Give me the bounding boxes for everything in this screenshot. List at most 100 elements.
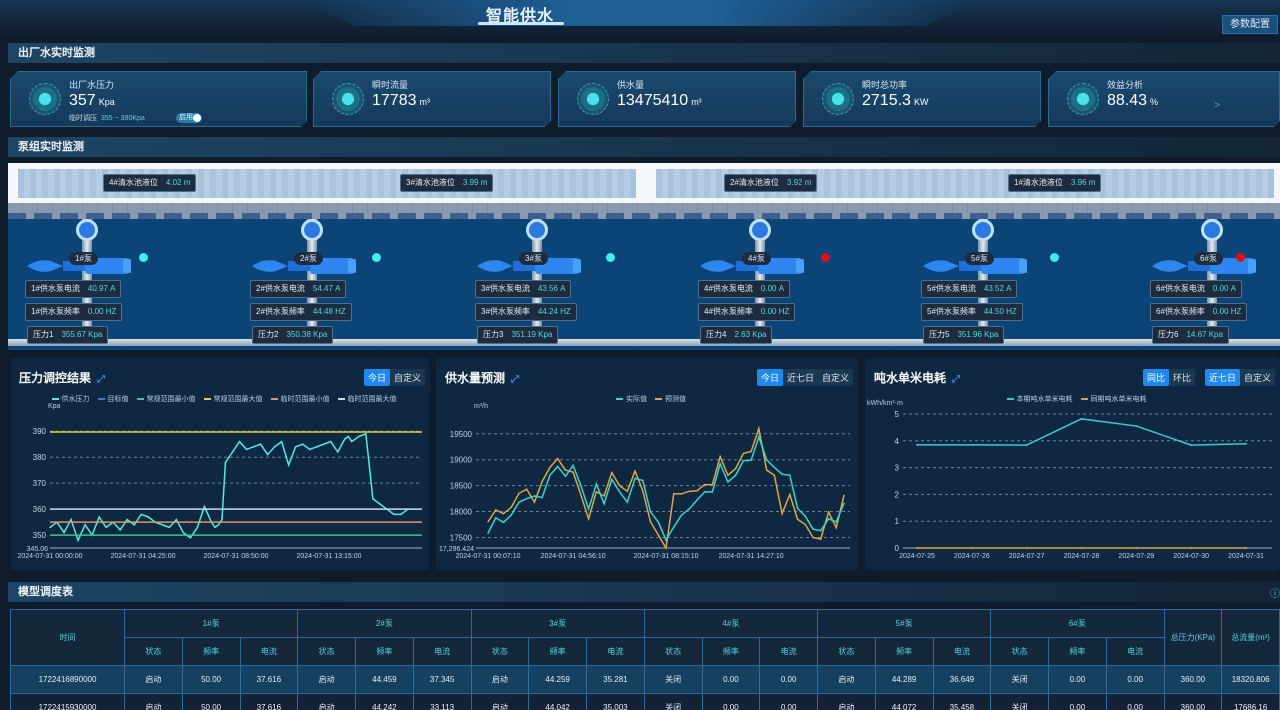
table-row[interactable]: 1722416890000 启动 50.00 37.616 启动 44.459 37.345…: [10, 665, 1280, 694]
data-point: [742, 452, 745, 455]
pump-current-label: 2#供水泵电流: [256, 284, 305, 293]
data-point: [773, 474, 776, 476]
col-total-pressure: 总压力(KPa): [1163, 609, 1223, 666]
table-row[interactable]: 1722415930000 启动 50.00 37.616 启动 44.242 33.113…: [10, 693, 1280, 710]
y-tick-label: 370: [33, 479, 47, 488]
chart-range-button[interactable]: 今日: [363, 369, 390, 386]
table-cell: 0.00: [1105, 693, 1165, 710]
expand-icon[interactable]: ⤢: [511, 374, 520, 385]
data-point: [835, 521, 837, 523]
valve-icon[interactable]: [526, 219, 548, 241]
pump-freq-label: 5#供水泵频率: [927, 307, 976, 316]
legend-swatch: [136, 398, 144, 401]
valve-icon[interactable]: [301, 219, 323, 241]
pump-current-value: 0.00 A: [1212, 284, 1237, 293]
legend-label[interactable]: 同期吨水单米电耗: [1090, 396, 1147, 403]
col-sub-header: 频率: [1048, 637, 1107, 666]
data-point: [820, 530, 822, 532]
data-point: [727, 474, 729, 476]
data-point: [657, 534, 659, 536]
pump-pressure-label: 压力4: [706, 330, 727, 339]
chart-range-button[interactable]: 环比: [1172, 373, 1191, 383]
y-tick-label: 350: [33, 531, 47, 540]
legend-label[interactable]: 预测值: [665, 396, 686, 403]
col-sub-header: 频率: [528, 637, 587, 666]
legend-swatch: [655, 398, 662, 401]
table-cell: 1722416890000: [10, 665, 125, 694]
legend-label[interactable]: 实际值: [626, 396, 647, 403]
pump-current-label: 4#供水泵电流: [704, 284, 753, 293]
pump-freq-tag: 6#供水泵频率 0.00 HZ: [1150, 303, 1248, 321]
pump-current-value: 0.00 A: [760, 284, 785, 293]
data-point: [688, 490, 690, 493]
table-cell: 18320.806: [1221, 665, 1280, 694]
data-point: [970, 443, 973, 446]
chart-range-button[interactable]: 自定义: [393, 373, 421, 383]
benefit-analysis-link[interactable]: >: [1214, 100, 1220, 111]
data-point: [758, 436, 760, 438]
legend-label[interactable]: 本期吨水单米电耗: [1016, 396, 1073, 403]
col-sub-header: 状态: [817, 637, 876, 666]
legend-label[interactable]: 常规范围最小值: [146, 396, 196, 403]
info-icon[interactable]: ⓘ: [1270, 589, 1280, 600]
pump-freq-value: 44.50 HZ: [983, 307, 1017, 316]
data-point: [495, 517, 497, 519]
data-point: [63, 531, 65, 534]
chart-range-button[interactable]: 今日: [756, 369, 783, 386]
data-point: [572, 464, 574, 467]
valve-icon[interactable]: [749, 219, 771, 241]
legend-label[interactable]: 供水压力: [61, 396, 90, 403]
expand-icon[interactable]: ⤢: [97, 374, 106, 385]
col-pump-group: 3#泵: [470, 609, 645, 638]
data-point: [827, 518, 830, 520]
y-tick-label: 380: [33, 453, 47, 462]
data-point: [518, 492, 520, 495]
pump-freq-label: 1#供水泵频率: [31, 307, 80, 316]
data-point: [618, 484, 621, 487]
kpi-unit: m³: [419, 97, 430, 107]
data-point: [49, 526, 51, 529]
param-config-button[interactable]: 参数配置: [1222, 15, 1278, 34]
riser-pipe: [82, 219, 92, 339]
pump-motor-icon[interactable]: [700, 258, 806, 274]
legend-label[interactable]: 临时范围最大值: [347, 396, 397, 403]
tank-level-label: 3#清水池液位: [406, 178, 455, 187]
data-point: [587, 508, 590, 510]
enable-toggle[interactable]: 启用: [176, 113, 202, 123]
kpi-card: 效益分析 88.43% >: [1048, 71, 1280, 127]
chart-range-button[interactable]: 近七日: [1204, 369, 1240, 386]
data-point: [1080, 417, 1083, 420]
legend-label[interactable]: 目标值: [107, 396, 129, 403]
valve-icon[interactable]: [972, 219, 994, 241]
data-point: [750, 450, 752, 453]
chart-range-button[interactable]: 同比: [1142, 369, 1169, 386]
pump-status-indicator: [1050, 253, 1059, 262]
pump-status-indicator: [139, 253, 148, 262]
chart-title: 吨水单米电耗: [874, 371, 947, 385]
data-point: [665, 539, 667, 541]
pump-motor-icon[interactable]: [252, 258, 358, 274]
data-point: [765, 469, 768, 471]
legend-swatch: [1006, 398, 1014, 401]
col-sub-header: 电流: [932, 637, 992, 666]
chart-range-button[interactable]: 自定义: [821, 373, 849, 383]
col-pump-group: 2#泵: [297, 609, 472, 638]
legend-label[interactable]: 常规范围最大值: [213, 396, 263, 403]
legend-label[interactable]: 临时范围最小值: [280, 396, 330, 403]
pump-current-tag: 4#供水泵电流 0.00 A: [698, 280, 791, 298]
valve-icon[interactable]: [1201, 219, 1223, 241]
chart-range-button[interactable]: 近七日: [786, 373, 814, 383]
table-cell: 360.00: [1163, 665, 1223, 694]
chart-range-button[interactable]: 自定义: [1243, 373, 1271, 383]
valve-icon[interactable]: [76, 219, 98, 241]
table-cell: 44.072: [874, 693, 934, 710]
data-point: [214, 526, 216, 529]
chart-range-buttons: 同比 环比: [1142, 369, 1195, 386]
col-total-flow: 总流量(m³): [1221, 609, 1280, 666]
data-point: [804, 523, 807, 526]
expand-icon[interactable]: ⤢: [952, 374, 961, 385]
data-point: [970, 547, 973, 549]
data-point: [665, 547, 667, 549]
data-point: [820, 538, 822, 540]
